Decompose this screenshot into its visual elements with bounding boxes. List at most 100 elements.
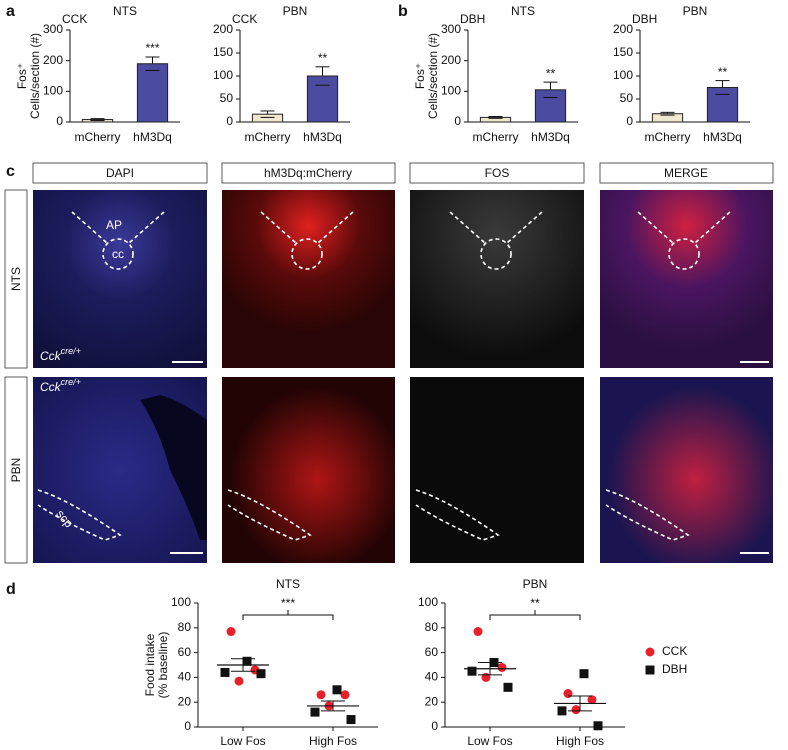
micrograph (410, 377, 584, 563)
chart-title: NTS (511, 4, 535, 18)
data-point (332, 685, 342, 695)
header-box (32, 162, 208, 184)
x-tick-label: Low Fos (220, 734, 265, 748)
micrograph (600, 377, 773, 563)
data-point (593, 721, 603, 731)
y-axis-label: Fos⁺ (413, 63, 427, 89)
micrograph (222, 377, 395, 563)
y-tick-label: 0 (454, 114, 461, 128)
chart-title: PBN (283, 4, 308, 18)
x-tick-label: High Fos (556, 734, 604, 748)
data-point (587, 695, 597, 705)
y-tick-label: 150 (213, 45, 233, 59)
data-point (579, 669, 589, 679)
bar (651, 113, 684, 123)
y-tick-label: 100 (43, 84, 63, 98)
data-point (340, 690, 350, 700)
chart-label: CCK (62, 12, 87, 26)
panel-letter: d (6, 581, 16, 598)
y-tick-label: 300 (441, 22, 461, 36)
bar (534, 89, 567, 123)
y-axis-label: (% baseline) (156, 632, 170, 699)
y-tick-label: 0 (226, 114, 233, 128)
data-point (557, 706, 567, 716)
ventricle-outlines (71, 211, 731, 270)
y-tick-label: 100 (213, 68, 233, 82)
image-headers: DAPI hM3Dq:mCherry FOS MERGE NTS PBN (4, 162, 774, 564)
y-tick-label: 300 (43, 22, 63, 36)
legend-label: DBH (662, 662, 687, 676)
y-tick-label: 20 (178, 694, 192, 708)
panel-letter: b (398, 3, 408, 20)
y-tick-label: 80 (178, 620, 192, 634)
x-tick-label: mCherry (244, 130, 290, 144)
micrograph (33, 190, 207, 368)
data-point (316, 690, 326, 700)
y-tick-label: 150 (613, 45, 633, 59)
y-tick-label: 200 (613, 22, 633, 36)
data-point (467, 666, 477, 676)
genotype: Cck (40, 380, 62, 394)
x-tick-label: Low Fos (467, 734, 512, 748)
y-axis-label: Cells/section (#) (426, 33, 440, 119)
significance-bracket (242, 610, 334, 620)
y-tick-label: 50 (220, 91, 234, 105)
y-tick-label: 0 (431, 719, 438, 733)
chart-title: PBN (523, 577, 548, 591)
data-point (563, 689, 573, 699)
significance: ** (530, 596, 540, 610)
column-header: hM3Dq:mCherry (264, 166, 352, 180)
y-tick-label: 100 (441, 84, 461, 98)
significance: ** (318, 51, 328, 65)
tissue-gap (140, 395, 207, 540)
chart-label: DBH (632, 12, 657, 26)
image-label: cc (112, 247, 124, 261)
y-tick-label: 60 (178, 645, 192, 659)
row-header: PBN (9, 458, 23, 483)
row-box (4, 189, 28, 369)
y-tick-label: 0 (56, 114, 63, 128)
chart-label: DBH (460, 12, 485, 26)
data-point (497, 662, 507, 672)
data-point (226, 627, 236, 637)
genotype-sup: cre/+ (61, 377, 81, 387)
y-axis-label: Food intake (143, 633, 157, 696)
header-box (221, 162, 396, 184)
micrograph (600, 190, 773, 368)
column-header: DAPI (106, 166, 134, 180)
panel-letter: c (6, 163, 15, 180)
significance: *** (281, 596, 295, 610)
data-point (256, 669, 266, 679)
data-point (473, 627, 483, 637)
row-box (4, 376, 28, 564)
bar (251, 113, 284, 123)
y-tick-label: 20 (425, 694, 439, 708)
y-tick-label: 100 (613, 68, 633, 82)
data-point (242, 656, 252, 666)
y-tick-label: 0 (626, 114, 633, 128)
x-tick-label: mCherry (74, 130, 120, 144)
legend-label: CCK (662, 644, 687, 658)
micrograph (222, 190, 395, 368)
x-tick-label: hM3Dq (531, 130, 570, 144)
y-tick-label: 200 (441, 53, 461, 67)
x-tick-label: hM3Dq (133, 130, 172, 144)
significance: ** (546, 66, 556, 80)
genotype-sup: cre/+ (61, 346, 81, 356)
header-box (409, 162, 585, 184)
y-tick-label: 100 (171, 595, 191, 609)
y-tick-label: 200 (43, 53, 63, 67)
data-point (503, 682, 513, 692)
image-label: Cckcre/+ (40, 346, 81, 363)
data-point (571, 705, 581, 715)
y-tick-label: 40 (425, 670, 439, 684)
y-axis-label: Fos⁺ (15, 63, 29, 89)
panel-letter: a (6, 3, 15, 20)
legend-marker (645, 665, 655, 675)
significance-bracket (489, 610, 581, 620)
image-label: AP (106, 218, 122, 232)
y-tick-label: 60 (425, 645, 439, 659)
y-tick-label: 200 (213, 22, 233, 36)
significance: ** (718, 65, 728, 79)
x-tick-label: hM3Dq (703, 130, 742, 144)
